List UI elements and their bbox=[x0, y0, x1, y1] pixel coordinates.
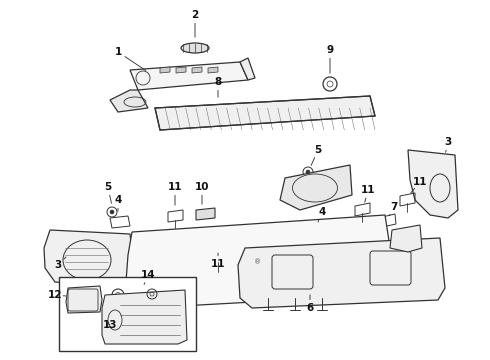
Polygon shape bbox=[196, 208, 215, 220]
Text: 4: 4 bbox=[318, 207, 326, 217]
Text: 11: 11 bbox=[413, 177, 427, 187]
Text: 11: 11 bbox=[168, 182, 182, 192]
Text: 1: 1 bbox=[114, 47, 122, 57]
Polygon shape bbox=[102, 290, 187, 344]
Polygon shape bbox=[155, 96, 375, 130]
Text: 6: 6 bbox=[306, 303, 314, 313]
Polygon shape bbox=[110, 90, 148, 112]
Polygon shape bbox=[130, 62, 248, 90]
Text: 11: 11 bbox=[361, 185, 375, 195]
Polygon shape bbox=[238, 238, 445, 308]
Text: 4: 4 bbox=[114, 195, 122, 205]
Text: 3: 3 bbox=[444, 137, 452, 147]
Text: 5: 5 bbox=[104, 182, 112, 192]
Text: 10: 10 bbox=[195, 182, 209, 192]
Polygon shape bbox=[192, 67, 202, 73]
Text: 13: 13 bbox=[103, 320, 117, 330]
Polygon shape bbox=[160, 67, 170, 73]
Text: 2: 2 bbox=[192, 10, 198, 20]
Circle shape bbox=[306, 170, 310, 174]
Text: 7: 7 bbox=[391, 202, 398, 212]
Polygon shape bbox=[280, 165, 352, 210]
Polygon shape bbox=[66, 286, 102, 313]
Text: ®: ® bbox=[254, 259, 262, 265]
Text: 8: 8 bbox=[215, 77, 221, 87]
Text: 12: 12 bbox=[48, 290, 62, 300]
Polygon shape bbox=[408, 150, 458, 218]
Polygon shape bbox=[390, 225, 422, 252]
Polygon shape bbox=[125, 215, 395, 308]
FancyBboxPatch shape bbox=[59, 277, 196, 351]
Polygon shape bbox=[208, 67, 218, 73]
Text: 3: 3 bbox=[54, 260, 62, 270]
Polygon shape bbox=[176, 67, 186, 73]
Polygon shape bbox=[44, 230, 135, 288]
Text: 11: 11 bbox=[211, 259, 225, 269]
Polygon shape bbox=[240, 58, 255, 80]
Text: 5: 5 bbox=[315, 145, 321, 155]
Text: 14: 14 bbox=[141, 270, 155, 280]
Ellipse shape bbox=[181, 43, 209, 53]
Circle shape bbox=[110, 210, 114, 214]
Text: 9: 9 bbox=[326, 45, 334, 55]
